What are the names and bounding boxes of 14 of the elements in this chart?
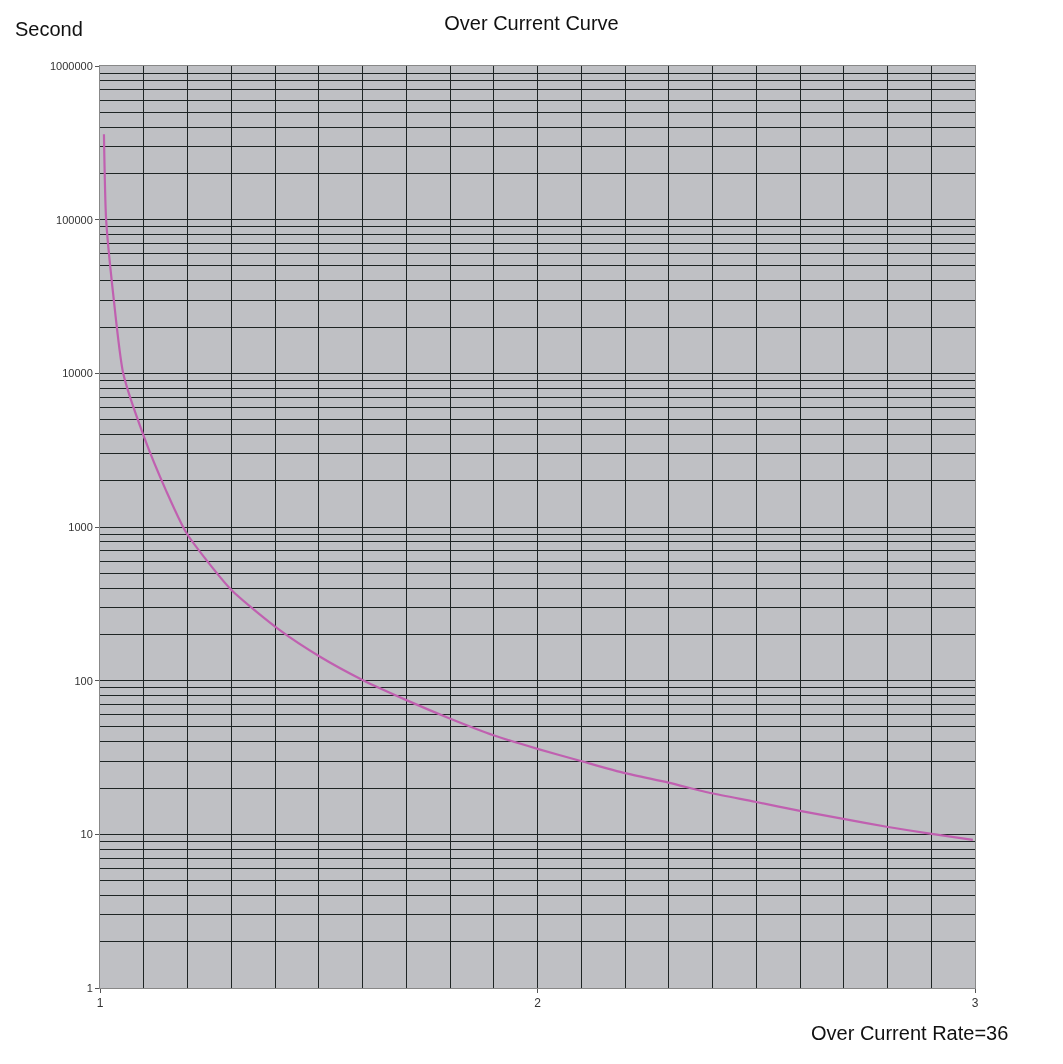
line-series	[102, 133, 974, 841]
y-tick-label: 100000	[56, 213, 93, 226]
y-tick-label: 100	[74, 674, 93, 687]
x-axis-title: Over Current Rate=36	[811, 1022, 1009, 1044]
y-tick-label: 1	[86, 981, 93, 994]
x-tick-label: 3	[971, 996, 979, 1011]
x-tick-label: 1	[96, 996, 104, 1011]
chart-title: Over Current Curve	[444, 11, 619, 34]
y-tick-label: 1000	[68, 520, 93, 533]
y-tick-label: 1000000	[49, 59, 93, 72]
y-tick-label: 10000	[62, 367, 93, 380]
y-axis-title: Second	[15, 18, 83, 40]
x-tick-label: 2	[534, 996, 542, 1011]
y-tick-label: 10	[80, 828, 93, 841]
